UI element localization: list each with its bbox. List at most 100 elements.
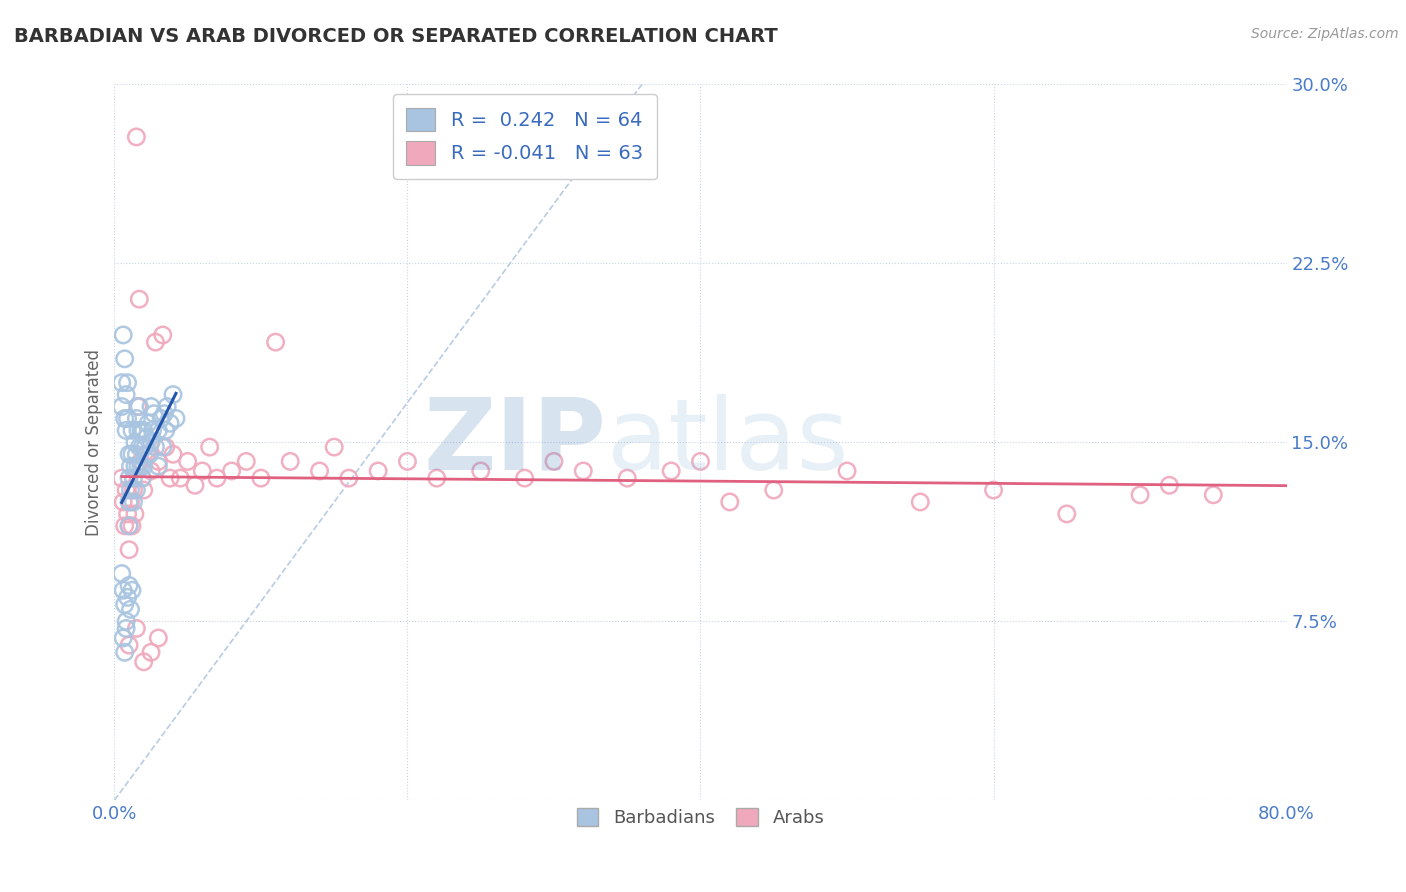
Point: [125, 447, 148, 461]
Point: [127, 424, 149, 438]
Point: [111, 376, 134, 390]
Point: [132, 655, 155, 669]
Point: [124, 435, 146, 450]
Point: [131, 471, 153, 485]
Point: [124, 507, 146, 521]
Point: [125, 411, 148, 425]
Y-axis label: Divorced or Separated: Divorced or Separated: [86, 349, 103, 536]
Point: [396, 454, 419, 468]
Point: [111, 400, 134, 414]
Point: [139, 464, 162, 478]
Point: [139, 435, 162, 450]
Point: [118, 447, 141, 461]
Point: [152, 440, 174, 454]
Point: [121, 519, 143, 533]
Point: [659, 464, 682, 478]
Text: ZIP: ZIP: [423, 394, 607, 491]
Point: [184, 478, 207, 492]
Point: [572, 464, 595, 478]
Point: [136, 416, 159, 430]
Point: [205, 471, 228, 485]
Point: [112, 583, 135, 598]
Point: [367, 464, 389, 478]
Point: [153, 407, 176, 421]
Point: [169, 471, 191, 485]
Point: [115, 622, 138, 636]
Point: [308, 464, 330, 478]
Point: [198, 440, 221, 454]
Point: [141, 424, 163, 438]
Point: [323, 440, 346, 454]
Point: [143, 407, 166, 421]
Point: [1056, 507, 1078, 521]
Point: [134, 440, 156, 454]
Point: [120, 483, 142, 497]
Point: [835, 464, 858, 478]
Point: [125, 130, 148, 145]
Point: [718, 495, 741, 509]
Point: [132, 483, 155, 497]
Point: [111, 471, 134, 485]
Point: [278, 454, 301, 468]
Point: [114, 411, 136, 425]
Point: [117, 507, 139, 521]
Point: [426, 471, 449, 485]
Point: [122, 495, 145, 509]
Point: [127, 400, 149, 414]
Point: [118, 519, 141, 533]
Point: [117, 376, 139, 390]
Point: [156, 400, 179, 414]
Point: [543, 454, 565, 468]
Point: [135, 431, 157, 445]
Point: [128, 292, 150, 306]
Point: [148, 631, 170, 645]
Point: [129, 424, 152, 438]
Point: [513, 471, 536, 485]
Point: [910, 495, 932, 509]
Point: [131, 471, 153, 485]
Point: [132, 459, 155, 474]
Point: [616, 471, 638, 485]
Point: [114, 598, 136, 612]
Point: [1202, 488, 1225, 502]
Point: [125, 622, 148, 636]
Point: [470, 464, 492, 478]
Text: Source: ZipAtlas.com: Source: ZipAtlas.com: [1251, 27, 1399, 41]
Point: [1159, 478, 1181, 492]
Point: [221, 464, 243, 478]
Point: [131, 440, 153, 454]
Point: [118, 519, 141, 533]
Point: [176, 454, 198, 468]
Point: [115, 614, 138, 628]
Point: [129, 459, 152, 474]
Point: [121, 424, 143, 438]
Point: [118, 542, 141, 557]
Point: [118, 578, 141, 592]
Point: [129, 454, 152, 468]
Point: [191, 464, 214, 478]
Point: [148, 454, 170, 468]
Point: [114, 351, 136, 366]
Point: [120, 602, 142, 616]
Point: [689, 454, 711, 468]
Point: [145, 335, 167, 350]
Point: [162, 387, 184, 401]
Point: [112, 495, 135, 509]
Point: [115, 387, 138, 401]
Point: [250, 471, 273, 485]
Point: [139, 400, 162, 414]
Point: [983, 483, 1005, 497]
Point: [155, 440, 177, 454]
Point: [264, 335, 287, 350]
Point: [148, 459, 170, 474]
Point: [139, 645, 162, 659]
Point: [121, 447, 143, 461]
Point: [138, 447, 160, 461]
Point: [118, 471, 141, 485]
Point: [128, 440, 150, 454]
Point: [122, 483, 145, 497]
Point: [114, 645, 136, 659]
Point: [150, 411, 173, 425]
Point: [117, 411, 139, 425]
Text: BARBADIAN VS ARAB DIVORCED OR SEPARATED CORRELATION CHART: BARBADIAN VS ARAB DIVORCED OR SEPARATED …: [14, 27, 778, 45]
